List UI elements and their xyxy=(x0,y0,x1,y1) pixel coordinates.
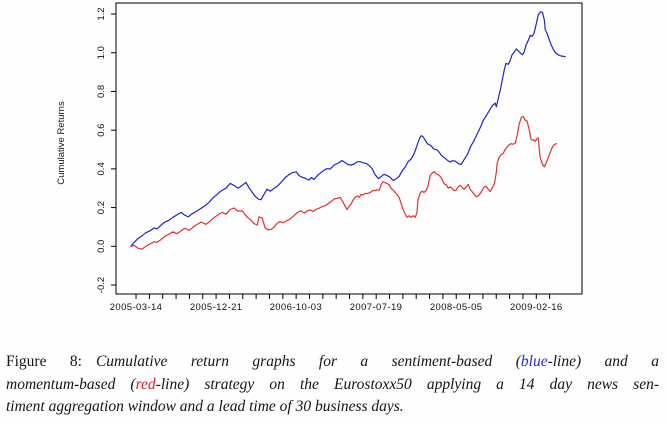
y-axis-title: Cumulative Returns xyxy=(56,101,67,185)
caption-text: -line) and a xyxy=(547,353,659,370)
x-tick-label: 2006-10-03 xyxy=(270,302,323,313)
x-tick-label: 2007-07-19 xyxy=(350,302,403,313)
y-tick-label: 0.8 xyxy=(96,85,107,98)
caption-red-word: red xyxy=(135,375,156,393)
caption-text: Cumulative return graphs for a sentiment… xyxy=(95,353,521,370)
plot-box xyxy=(115,2,583,295)
x-tick-label: 2009-02-16 xyxy=(510,302,563,313)
sentiment-line xyxy=(130,11,566,247)
x-tick-label: 2005-12-21 xyxy=(190,302,243,313)
caption-blue-word: blue xyxy=(520,353,548,370)
figure-caption-label: Figure 8: xyxy=(6,353,82,370)
momentum-line xyxy=(130,115,558,250)
y-tick-label: 0.6 xyxy=(96,124,107,137)
caption-line: timent aggregation window and a lead tim… xyxy=(6,396,659,419)
y-tick-label: 0.4 xyxy=(96,162,107,175)
y-tick-label: 0.0 xyxy=(96,240,107,253)
y-tick-label: -0.2 xyxy=(96,277,107,293)
x-tick-label: 2008-05-05 xyxy=(430,302,483,313)
caption-line: momentum-based (red-line) strategy on th… xyxy=(6,374,659,397)
caption-text: momentum-based ( xyxy=(6,375,136,393)
caption-text: -line) strategy on the Eurostoxx50 apply… xyxy=(155,375,659,393)
caption-text: timent aggregation window and a lead tim… xyxy=(6,398,404,415)
y-tick-label: 0.2 xyxy=(96,201,107,214)
y-tick-label: 1.0 xyxy=(96,46,107,59)
cumulative-returns-chart: -0.2 0.0 0.2 0.4 0.6 0.8 1.0 1.2 2005-03-14 2005-… xyxy=(56,2,583,313)
caption-line: Figure 8: Cumulative return graphs for a … xyxy=(6,351,659,374)
y-tick-label: 1.2 xyxy=(96,7,107,20)
chart-canvas: -0.2 0.0 0.2 0.4 0.6 0.8 1.0 1.2 2005-03-14 2005-… xyxy=(56,2,583,313)
x-tick-label: 2005-03-14 xyxy=(110,302,163,313)
figure-caption: Figure 8: Cumulative return graphs for a … xyxy=(6,351,659,419)
